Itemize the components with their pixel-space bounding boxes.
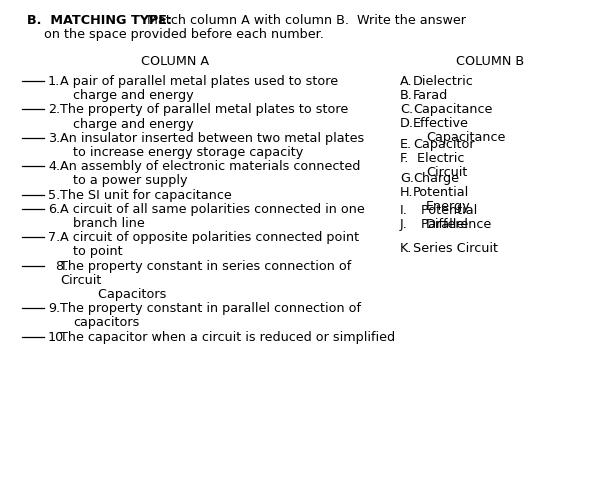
Text: K.: K. bbox=[400, 241, 413, 254]
Text: to point: to point bbox=[73, 245, 122, 258]
Text: The capacitor when a circuit is reduced or simplified: The capacitor when a circuit is reduced … bbox=[60, 330, 395, 343]
Text: The property of parallel metal plates to store: The property of parallel metal plates to… bbox=[60, 103, 348, 116]
Text: Circuit: Circuit bbox=[60, 273, 101, 286]
Text: A circuit of opposite polarities connected point: A circuit of opposite polarities connect… bbox=[60, 231, 359, 244]
Text: A pair of parallel metal plates used to store: A pair of parallel metal plates used to … bbox=[60, 75, 338, 88]
Text: B.: B. bbox=[400, 89, 413, 102]
Text: 10.: 10. bbox=[48, 330, 68, 343]
Text: Potential: Potential bbox=[413, 186, 469, 199]
Text: The property constant in series connection of: The property constant in series connecti… bbox=[60, 259, 351, 272]
Text: Match column A with column B.  Write the answer: Match column A with column B. Write the … bbox=[143, 14, 466, 27]
Text: Circuit: Circuit bbox=[426, 166, 467, 179]
Text: 9.: 9. bbox=[48, 301, 60, 314]
Text: 4.: 4. bbox=[48, 160, 60, 173]
Text: Difference: Difference bbox=[426, 218, 492, 231]
Text: J.: J. bbox=[400, 217, 408, 230]
Text: D.: D. bbox=[400, 117, 414, 130]
Text: 7.: 7. bbox=[48, 231, 60, 244]
Text: Charge: Charge bbox=[413, 172, 459, 185]
Text: charge and energy: charge and energy bbox=[73, 89, 194, 102]
Text: An assembly of electronic materials connected: An assembly of electronic materials conn… bbox=[60, 160, 360, 173]
Text: I.: I. bbox=[400, 204, 408, 216]
Text: 8.: 8. bbox=[48, 259, 68, 272]
Text: charge and energy: charge and energy bbox=[73, 117, 194, 131]
Text: Capacitors: Capacitors bbox=[78, 288, 167, 300]
Text: F.: F. bbox=[400, 152, 410, 165]
Text: branch line: branch line bbox=[73, 216, 145, 229]
Text: 2.: 2. bbox=[48, 103, 60, 116]
Text: C.: C. bbox=[400, 103, 413, 116]
Text: Parallel: Parallel bbox=[413, 217, 468, 230]
Text: A.: A. bbox=[400, 75, 413, 88]
Text: COLUMN A: COLUMN A bbox=[141, 55, 209, 68]
Text: Capacitance: Capacitance bbox=[426, 131, 506, 144]
Text: E.: E. bbox=[400, 138, 412, 151]
Text: COLUMN B: COLUMN B bbox=[456, 55, 524, 68]
Text: Potential: Potential bbox=[413, 204, 477, 216]
Text: The SI unit for capacitance: The SI unit for capacitance bbox=[60, 188, 232, 201]
Text: B.  MATCHING TYPE:: B. MATCHING TYPE: bbox=[27, 14, 172, 27]
Text: 3.: 3. bbox=[48, 132, 60, 144]
Text: The property constant in parallel connection of: The property constant in parallel connec… bbox=[60, 301, 361, 314]
Text: Effective: Effective bbox=[413, 117, 469, 130]
Text: Farad: Farad bbox=[413, 89, 448, 102]
Text: 6.: 6. bbox=[48, 203, 60, 216]
Text: 1.: 1. bbox=[48, 75, 60, 88]
Text: Dielectric: Dielectric bbox=[413, 75, 474, 88]
Text: to a power supply: to a power supply bbox=[73, 174, 188, 187]
Text: Electric: Electric bbox=[413, 152, 464, 165]
Text: on the space provided before each number.: on the space provided before each number… bbox=[44, 28, 324, 41]
Text: A circuit of all same polarities connected in one: A circuit of all same polarities connect… bbox=[60, 203, 365, 216]
Text: capacitors: capacitors bbox=[73, 316, 140, 329]
Text: 5.: 5. bbox=[48, 188, 60, 201]
Text: An insulator inserted between two metal plates: An insulator inserted between two metal … bbox=[60, 132, 364, 144]
Text: Series Circuit: Series Circuit bbox=[413, 241, 498, 254]
Text: to increase energy storage capacity: to increase energy storage capacity bbox=[73, 146, 303, 159]
Text: Capacitance: Capacitance bbox=[413, 103, 493, 116]
Text: G.: G. bbox=[400, 172, 414, 185]
Text: H.: H. bbox=[400, 186, 413, 199]
Text: Energy: Energy bbox=[426, 200, 470, 213]
Text: Capacitor: Capacitor bbox=[413, 138, 475, 151]
